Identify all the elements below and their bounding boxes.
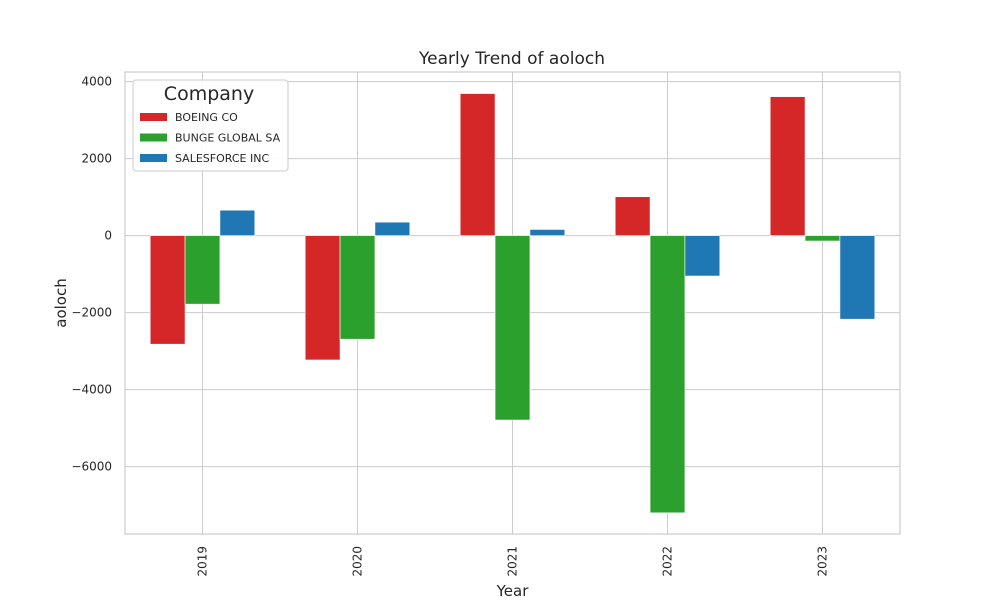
bar-bunge-global-sa-2020 bbox=[339, 235, 376, 340]
x-tick-labels: 2019 2020 2021 2022 2023 bbox=[196, 546, 830, 577]
bar-boeing-co-2021 bbox=[459, 93, 496, 236]
legend-swatch bbox=[140, 133, 167, 142]
x-tick-label: 2019 bbox=[196, 546, 210, 577]
legend-title: Company bbox=[164, 83, 254, 105]
bar-salesforce-inc-2023 bbox=[839, 235, 876, 320]
bar-bunge-global-sa-2023 bbox=[804, 235, 841, 242]
y-axis-label: aoloch bbox=[52, 278, 70, 327]
plot-frame bbox=[124, 71, 901, 535]
bar-boeing-co-2023 bbox=[769, 96, 806, 236]
legend-label: BOEING CO bbox=[175, 111, 238, 124]
legend-label: SALESFORCE INC bbox=[175, 152, 269, 165]
bar-bunge-global-sa-2021 bbox=[494, 235, 531, 421]
legend-label: BUNGE GLOBAL SA bbox=[175, 132, 281, 145]
y-tick-label: −6000 bbox=[71, 460, 112, 474]
y-tick-label: 4000 bbox=[81, 75, 112, 89]
bar-salesforce-inc-2022 bbox=[684, 235, 721, 277]
y-tick-labels: 4000 2000 0 −2000 −4000 −6000 bbox=[71, 75, 112, 474]
x-tick-label: 2021 bbox=[506, 546, 520, 577]
y-tick-label: 0 bbox=[104, 229, 112, 243]
y-tick-label: −2000 bbox=[71, 306, 112, 320]
bar-bunge-global-sa-2019 bbox=[184, 235, 221, 305]
legend-box bbox=[132, 79, 289, 172]
x-tick-label: 2022 bbox=[661, 546, 675, 577]
bars bbox=[149, 93, 876, 514]
chart-title: Yearly Trend of aoloch bbox=[418, 49, 605, 69]
x-tick-label: 2023 bbox=[816, 546, 830, 577]
bar-salesforce-inc-2021 bbox=[529, 229, 566, 236]
bar-salesforce-inc-2020 bbox=[374, 221, 411, 236]
bar-salesforce-inc-2019 bbox=[219, 209, 256, 236]
legend-swatch bbox=[140, 113, 167, 121]
bar-bunge-global-sa-2022 bbox=[649, 235, 686, 514]
bar-boeing-co-2022 bbox=[614, 196, 651, 236]
y-tick-label: 2000 bbox=[81, 152, 112, 166]
y-tick-label: −4000 bbox=[71, 383, 112, 397]
legend-swatch bbox=[140, 154, 167, 162]
x-tick-label: 2020 bbox=[351, 546, 365, 577]
bar-boeing-co-2020 bbox=[304, 235, 341, 361]
legend: Company BOEING CO BUNGE GLOBAL SA SALESFOR… bbox=[132, 79, 289, 172]
bar-boeing-co-2019 bbox=[149, 235, 186, 345]
legend-items: BOEING CO BUNGE GLOBAL SA SALESFORCE INC bbox=[140, 111, 281, 165]
x-axis-label: Year bbox=[496, 582, 530, 600]
